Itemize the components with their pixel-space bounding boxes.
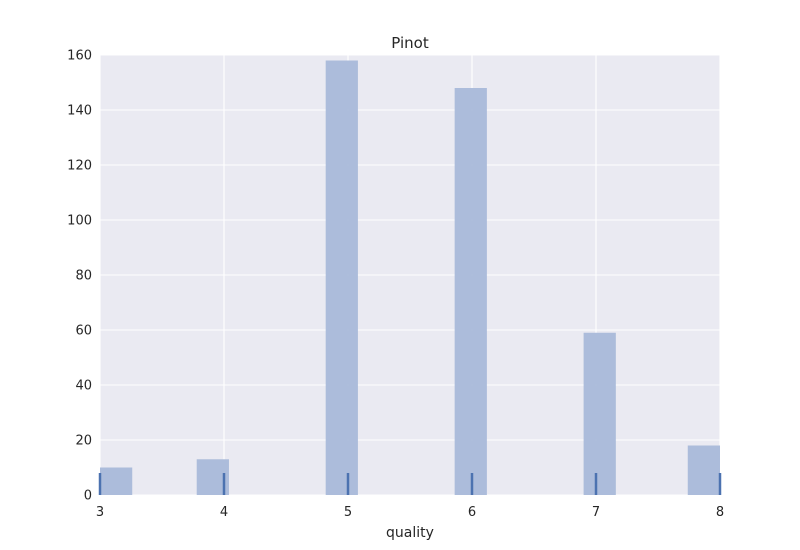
x-tick-label: 8 <box>716 505 724 520</box>
rug-marks <box>98 473 722 495</box>
histogram-bar <box>687 445 720 495</box>
y-tick-label: 20 <box>75 434 92 449</box>
x-tick-labels: 3 4 5 6 7 8 <box>96 505 724 520</box>
y-tick-label: 160 <box>67 49 92 64</box>
x-tick-label: 7 <box>592 505 600 520</box>
x-tick-label: 3 <box>96 505 104 520</box>
histogram-bar <box>454 88 487 495</box>
histogram-bar <box>583 332 616 495</box>
x-tick-label: 4 <box>220 505 228 520</box>
x-tick-label: 5 <box>344 505 352 520</box>
y-tick-label: 60 <box>75 324 92 339</box>
y-tick-labels: 0 20 40 60 80 100 120 140 160 <box>67 49 92 504</box>
gridlines <box>99 54 721 496</box>
y-tick-label: 0 <box>84 489 92 504</box>
bars <box>100 60 720 495</box>
y-tick-label: 120 <box>67 159 92 174</box>
y-tick-label: 100 <box>67 214 92 229</box>
y-tick-label: 80 <box>75 269 92 284</box>
y-tick-label: 40 <box>75 379 92 394</box>
histogram-bar <box>100 467 133 495</box>
histogram-bar <box>325 60 358 495</box>
x-axis-label: quality <box>386 525 434 541</box>
x-tick-label: 6 <box>468 505 476 520</box>
y-tick-label: 140 <box>67 104 92 119</box>
chart-title: Pinot <box>391 34 429 52</box>
